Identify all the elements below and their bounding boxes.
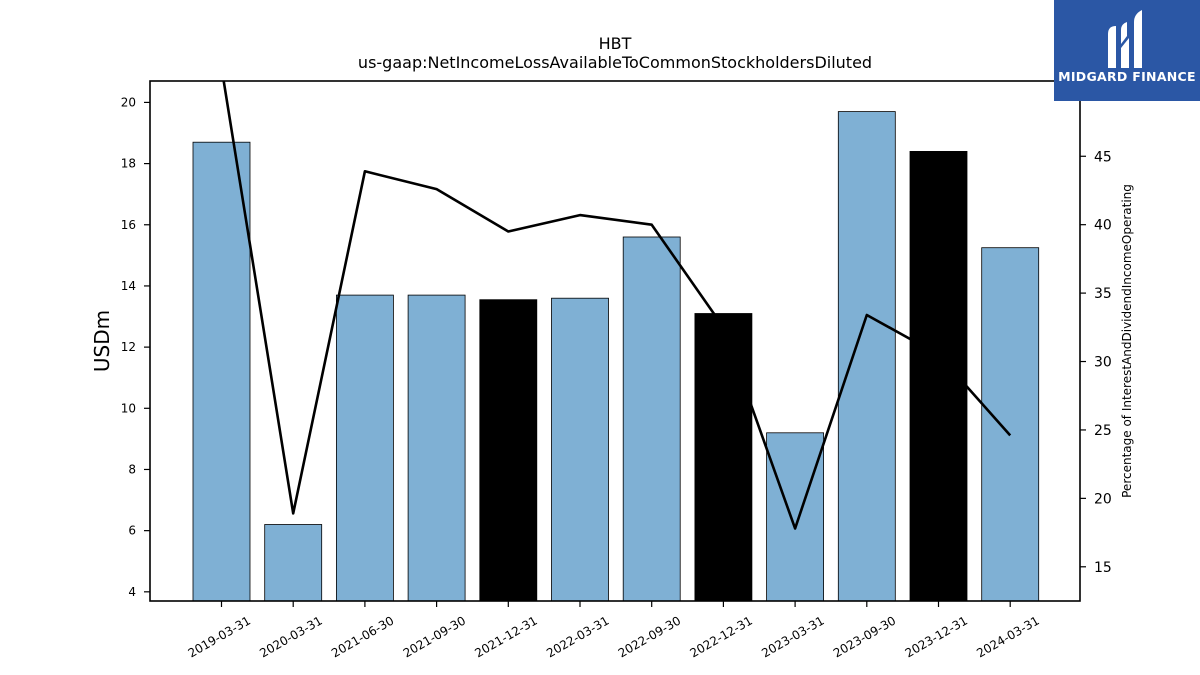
y2-tick-label-30: 30	[1094, 355, 1112, 371]
y-tick-label-6: 6	[128, 524, 136, 538]
chart-title: HBT	[599, 34, 632, 53]
x-tick-label-2024-03-31: 2024-03-31	[974, 613, 1041, 660]
line-series	[222, 81, 1012, 530]
y2-tick-label-45: 45	[1094, 149, 1112, 165]
bar-2021-06-30	[335, 294, 394, 602]
bar-2022-09-30	[622, 236, 681, 602]
bar-2022-03-31	[551, 297, 609, 602]
y-tick-label-10: 10	[121, 401, 136, 415]
bar-2024-03-31	[981, 247, 1040, 602]
bar-2023-03-31	[766, 432, 824, 602]
x-tick-label-2022-12-31: 2022-12-31	[687, 613, 754, 660]
bar-2019-03-31	[192, 141, 251, 602]
y2-axis-label: Percentage of InterestAndDividendIncomeO…	[1120, 184, 1134, 498]
y-tick-label-20: 20	[121, 95, 136, 109]
y-tick-label-8: 8	[128, 462, 136, 476]
bar-2023-09-30	[837, 111, 896, 602]
chart-subtitle: us-gaap:NetIncomeLossAvailableToCommonSt…	[358, 53, 872, 72]
y-tick-label-12: 12	[121, 340, 136, 354]
y-axis-label: USDm	[90, 310, 114, 372]
bars-group	[192, 111, 1040, 602]
x-tick-label-2021-09-30: 2021-09-30	[401, 613, 468, 660]
logo-mark-icon	[1108, 10, 1142, 68]
logo-text: MIDGARD FINANCE	[1058, 69, 1196, 84]
x-tick-label-2021-12-31: 2021-12-31	[472, 613, 539, 660]
y2-tick-label-40: 40	[1094, 218, 1112, 234]
y2-tick-label-20: 20	[1094, 491, 1112, 507]
y-tick-label-18: 18	[121, 157, 136, 171]
x-tick-label-2021-06-30: 2021-06-30	[329, 613, 396, 660]
bar-2021-12-31	[479, 299, 538, 602]
logo: MIDGARD FINANCE	[1054, 0, 1200, 101]
bar-2022-12-31	[694, 313, 753, 602]
y2-tick-label-25: 25	[1094, 423, 1112, 439]
bar-2020-03-31	[264, 524, 323, 602]
y2-tick-label-15: 15	[1094, 560, 1112, 576]
x-tick-label-2023-12-31: 2023-12-31	[903, 613, 970, 660]
line-group	[222, 81, 1012, 530]
x-tick-label-2023-09-30: 2023-09-30	[831, 613, 898, 660]
x-tick-label-2022-09-30: 2022-09-30	[616, 613, 683, 660]
bar-2021-09-30	[407, 294, 466, 602]
x-tick-label-2022-03-31: 2022-03-31	[544, 613, 611, 660]
x-tick-label-2023-03-31: 2023-03-31	[759, 613, 826, 660]
y-tick-label-4: 4	[128, 585, 136, 599]
y2-tick-label-35: 35	[1094, 286, 1112, 302]
y-tick-label-16: 16	[121, 218, 136, 232]
y-tick-label-14: 14	[121, 279, 136, 293]
x-tick-label-2019-03-31: 2019-03-31	[186, 613, 253, 660]
x-tick-label-2020-03-31: 2020-03-31	[257, 613, 324, 660]
plot-frame	[149, 80, 1081, 602]
